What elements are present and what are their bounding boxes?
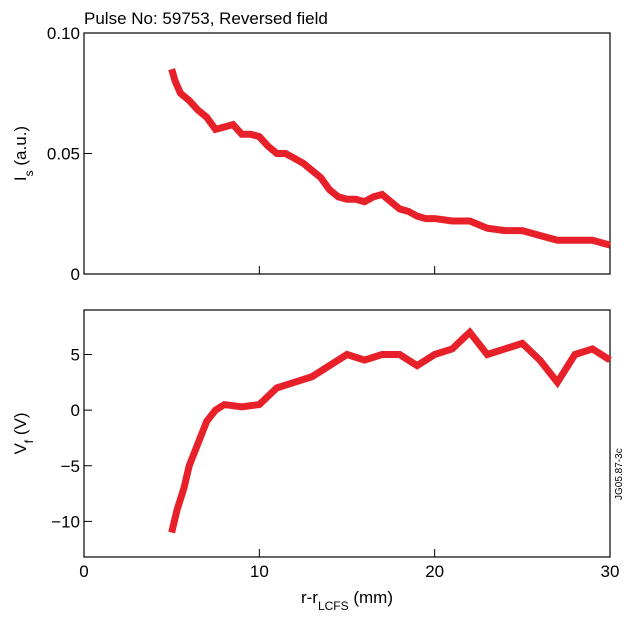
y-tick-label: 0.05 bbox=[47, 145, 80, 164]
y-axis-label-part: f bbox=[22, 439, 36, 443]
y-tick-label: 0 bbox=[71, 401, 80, 420]
y-axis-label-part: s bbox=[22, 170, 36, 176]
x-tick-label: 0 bbox=[79, 562, 88, 581]
x-tick-label: 10 bbox=[250, 562, 269, 581]
data-line bbox=[168, 327, 612, 534]
y-tick-label: 5 bbox=[71, 346, 80, 365]
plot-frame bbox=[83, 32, 611, 275]
plot-frame bbox=[83, 309, 611, 558]
x-tick-label: 20 bbox=[425, 562, 444, 581]
y-axis-label-part: (a.u.) bbox=[11, 126, 30, 170]
y-tick-label: −10 bbox=[51, 512, 80, 531]
y-axis-label-part: (V) bbox=[11, 412, 30, 439]
annotation: JG05.87-3c bbox=[614, 448, 624, 500]
x-axis-label-part: LCFS bbox=[318, 599, 349, 613]
y-tick-label: −5 bbox=[61, 457, 80, 476]
x-axis-label-part: r-r bbox=[301, 588, 318, 607]
x-axis-label: r-rLCFS (mm) bbox=[301, 588, 393, 613]
y-tick-label: 0 bbox=[71, 265, 80, 284]
y-axis-label-part: V bbox=[11, 443, 30, 455]
y-axis-label: Is (a.u.) bbox=[11, 126, 36, 181]
y-axis-label-part: I bbox=[11, 176, 30, 181]
y-axis-label: Vf (V) bbox=[11, 412, 36, 454]
chart-title: Pulse No: 59753, Reversed field bbox=[84, 9, 328, 28]
y-tick-label: 0.10 bbox=[47, 24, 80, 43]
x-axis-label-part: (mm) bbox=[349, 588, 393, 607]
x-tick-label: 30 bbox=[601, 562, 620, 581]
data-line bbox=[168, 68, 611, 249]
